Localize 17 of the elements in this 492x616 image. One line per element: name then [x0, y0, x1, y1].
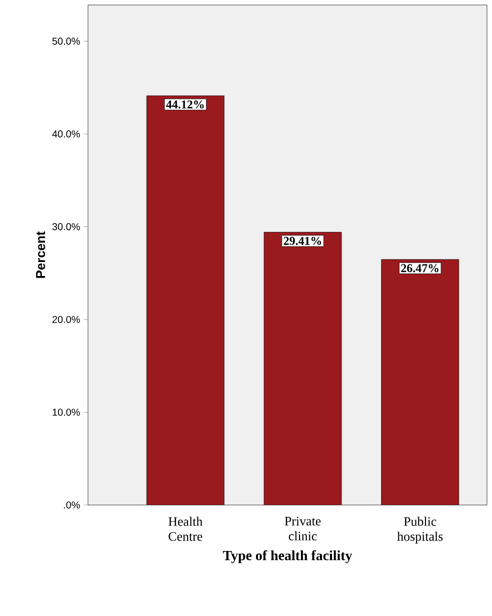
y-tick-label: .0% [64, 501, 80, 509]
x-tick-label: Health Centre [168, 516, 203, 541]
x-tick-label: Private clinic [284, 516, 321, 540]
bar [146, 96, 224, 505]
x-axis-title: Type of health facility [222, 550, 352, 564]
y-tick-label: 40.0% [52, 130, 80, 138]
bar [264, 232, 342, 505]
bar [381, 259, 460, 505]
y-tick-label: 30.0% [52, 223, 80, 230]
data-label: 44.12% [166, 100, 204, 109]
y-axis-title: Percent [36, 231, 46, 278]
x-tick-label: Public hospitals [397, 516, 443, 544]
data-label: 26.47% [401, 264, 438, 272]
y-tick-label: 10.0% [52, 408, 80, 416]
data-label: 29.41% [284, 236, 322, 245]
y-tick-label: 50.0% [52, 38, 80, 45]
y-tick-label: 20.0% [52, 316, 80, 323]
